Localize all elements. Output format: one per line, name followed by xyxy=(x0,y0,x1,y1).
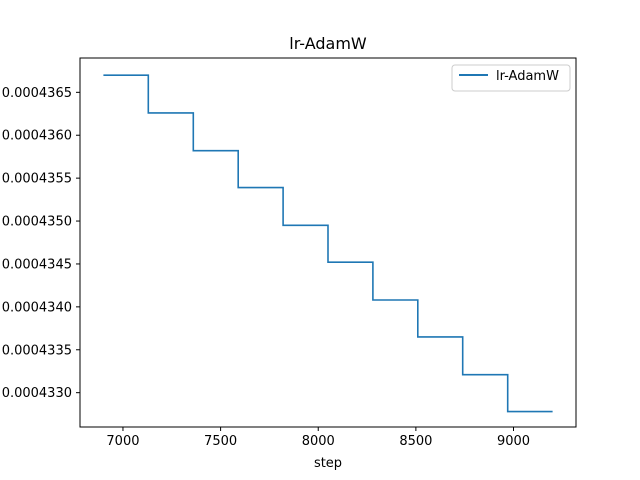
chart-title: lr-AdamW xyxy=(289,34,367,53)
y-tick-label: 0.0004345 xyxy=(2,257,72,272)
x-axis-title: step xyxy=(314,456,342,471)
plot-area xyxy=(79,57,577,428)
x-axis: 7000 7500 8000 8500 9000 xyxy=(106,427,530,449)
legend-box xyxy=(451,64,571,92)
x-tick-label: 8500 xyxy=(399,434,432,449)
x-tick-label: 7500 xyxy=(204,434,237,449)
x-tick-label: 8000 xyxy=(302,434,335,449)
legend: lr-AdamW xyxy=(451,64,571,92)
series-line-lr-adamw xyxy=(103,74,553,413)
y-tick-label: 0.0004340 xyxy=(2,300,72,315)
y-axis: 0.0004330 0.0004335 0.0004340 0.0004345 0.00… xyxy=(2,86,80,401)
x-tick-label: 7000 xyxy=(106,434,139,449)
series-layer xyxy=(103,74,553,413)
y-tick-label: 0.0004330 xyxy=(2,386,72,401)
y-tick-label: 0.0004350 xyxy=(2,215,72,230)
y-tick-label: 0.0004355 xyxy=(2,172,72,187)
x-tick-label: 9000 xyxy=(497,434,530,449)
y-tick-label: 0.0004365 xyxy=(2,86,72,101)
y-tick-label: 0.0004360 xyxy=(2,129,72,144)
y-tick-label: 0.0004335 xyxy=(2,343,72,358)
legend-label: lr-AdamW xyxy=(496,69,559,84)
